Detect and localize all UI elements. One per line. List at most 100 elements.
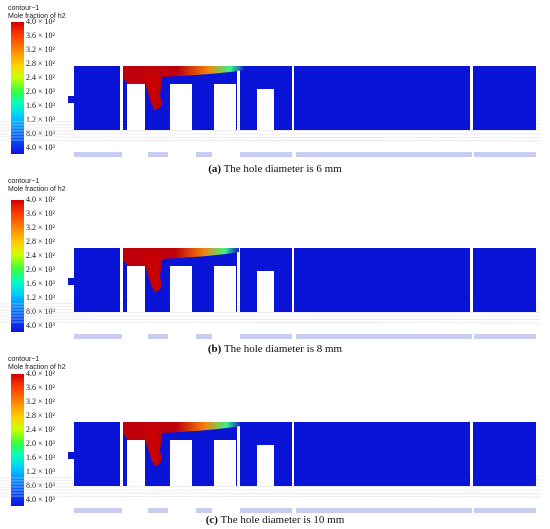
caption: (b) The hole diameter is 8 mm xyxy=(0,343,550,355)
bottom-strip xyxy=(296,334,472,339)
caption: (c) The hole diameter is 10 mm xyxy=(0,514,550,526)
contour-domain xyxy=(0,66,541,157)
panel-a: contour−1 Mole fraction of h2 4.0 × 10² … xyxy=(0,0,550,176)
bottom-strip xyxy=(74,508,122,513)
tick-label: 2.0 × 10³ xyxy=(26,265,55,274)
tick-label: 4.0 × 10² xyxy=(26,369,55,378)
domain-block xyxy=(294,66,470,130)
caption-label: (a) xyxy=(208,163,222,175)
tick-label: 1.6 × 10³ xyxy=(26,101,55,110)
bottom-strip xyxy=(296,508,472,513)
caption-text: The hole diameter is 8 mm xyxy=(223,343,343,355)
tick-label: 3.6 × 10² xyxy=(26,209,55,218)
tick-label: 3.6 × 10² xyxy=(26,383,55,392)
cavity xyxy=(257,271,274,312)
domain-block xyxy=(294,248,470,312)
cavity xyxy=(127,84,145,130)
inlet-nub xyxy=(68,96,74,103)
mesh-line xyxy=(0,130,541,132)
cavity xyxy=(257,445,274,486)
cavity xyxy=(214,440,236,486)
tick-label: 4.0 × 10³ xyxy=(26,321,55,330)
tick-label: 2.4 × 10² xyxy=(26,73,55,82)
domain-block xyxy=(74,248,120,312)
bottom-strip xyxy=(196,152,212,157)
mesh-line xyxy=(0,486,541,488)
tick-label: 2.0 × 10³ xyxy=(26,439,55,448)
tick-label: 4.0 × 10² xyxy=(26,17,55,26)
bottom-strip xyxy=(74,334,122,339)
tick-label: 3.2 × 10² xyxy=(26,45,55,54)
tick-label: 2.4 × 10² xyxy=(26,251,55,260)
legend-header: contour−1 xyxy=(8,178,40,185)
tick-label: 4.0 × 10³ xyxy=(26,143,55,152)
contour-domain xyxy=(0,248,541,339)
legend-subtitle: Mole fraction of h2 xyxy=(8,186,66,193)
bottom-strip xyxy=(196,334,212,339)
tick-label: 1.2 × 10³ xyxy=(26,467,55,476)
tick-label: 2.4 × 10² xyxy=(26,425,55,434)
cavity xyxy=(214,84,236,130)
tick-label: 8.0 × 10³ xyxy=(26,481,55,490)
mesh-line xyxy=(0,492,541,494)
mesh-line xyxy=(0,312,541,314)
mesh-line xyxy=(0,139,541,142)
contour-domain xyxy=(0,422,541,513)
caption-text: The hole diameter is 10 mm xyxy=(220,514,345,526)
bottom-strip xyxy=(296,152,472,157)
legend-subtitle: Mole fraction of h2 xyxy=(8,13,66,20)
bottom-strip xyxy=(474,508,536,513)
panel-b: contour−1 Mole fraction of h2 4.0 × 10² … xyxy=(0,178,550,355)
caption-text: The hole diameter is 6 mm xyxy=(223,163,342,175)
cavity xyxy=(127,266,145,312)
tick-label: 1.6 × 10³ xyxy=(26,279,55,288)
tick-label: 8.0 × 10³ xyxy=(26,129,55,138)
tick-label: 2.8 × 10² xyxy=(26,237,55,246)
caption-label: (c) xyxy=(205,514,218,526)
tick-label: 2.8 × 10² xyxy=(26,59,55,68)
domain-block xyxy=(294,422,470,486)
inlet-nub xyxy=(68,452,74,459)
plume-core xyxy=(146,72,159,107)
bottom-strip xyxy=(240,508,292,513)
mesh-line xyxy=(0,495,541,498)
panel-c: contour−1 Mole fraction of h2 4.0 × 10² … xyxy=(0,354,550,529)
bottom-strip xyxy=(148,152,168,157)
cavity xyxy=(214,266,236,312)
tick-label: 2.0 × 10³ xyxy=(26,87,55,96)
legend-subtitle: Mole fraction of h2 xyxy=(8,364,66,371)
bottom-strip xyxy=(196,508,212,513)
cavity xyxy=(170,440,192,486)
inlet-nub xyxy=(68,278,74,285)
tick-label: 3.6 × 10² xyxy=(26,31,55,40)
bottom-strip xyxy=(148,508,168,513)
caption: (a) The hole diameter is 6 mm xyxy=(0,163,550,175)
plume-core xyxy=(146,428,159,463)
tick-label: 1.2 × 10³ xyxy=(26,293,55,302)
tick-label: 3.2 × 10² xyxy=(26,223,55,232)
caption-label: (b) xyxy=(207,343,222,355)
tick-label: 3.2 × 10² xyxy=(26,397,55,406)
domain-block xyxy=(473,422,536,486)
bottom-strip xyxy=(240,152,292,157)
domain-block xyxy=(473,66,536,130)
cavity xyxy=(127,440,145,486)
mesh-line xyxy=(0,318,541,320)
tick-label: 8.0 × 10³ xyxy=(26,307,55,316)
domain-block xyxy=(74,66,120,130)
legend-header: contour−1 xyxy=(8,5,40,12)
cavity xyxy=(170,266,192,312)
cavity xyxy=(170,84,192,130)
plume-core xyxy=(146,254,159,289)
bottom-strip xyxy=(74,152,122,157)
bottom-strip xyxy=(474,334,536,339)
mesh-line xyxy=(0,321,541,324)
tick-label: 1.6 × 10³ xyxy=(26,453,55,462)
domain-block xyxy=(74,422,120,486)
bottom-strip xyxy=(240,334,292,339)
bottom-strip xyxy=(148,334,168,339)
tick-label: 4.0 × 10² xyxy=(26,195,55,204)
domain-block xyxy=(473,248,536,312)
bottom-strip xyxy=(474,152,536,157)
tick-label: 1.2 × 10³ xyxy=(26,115,55,124)
